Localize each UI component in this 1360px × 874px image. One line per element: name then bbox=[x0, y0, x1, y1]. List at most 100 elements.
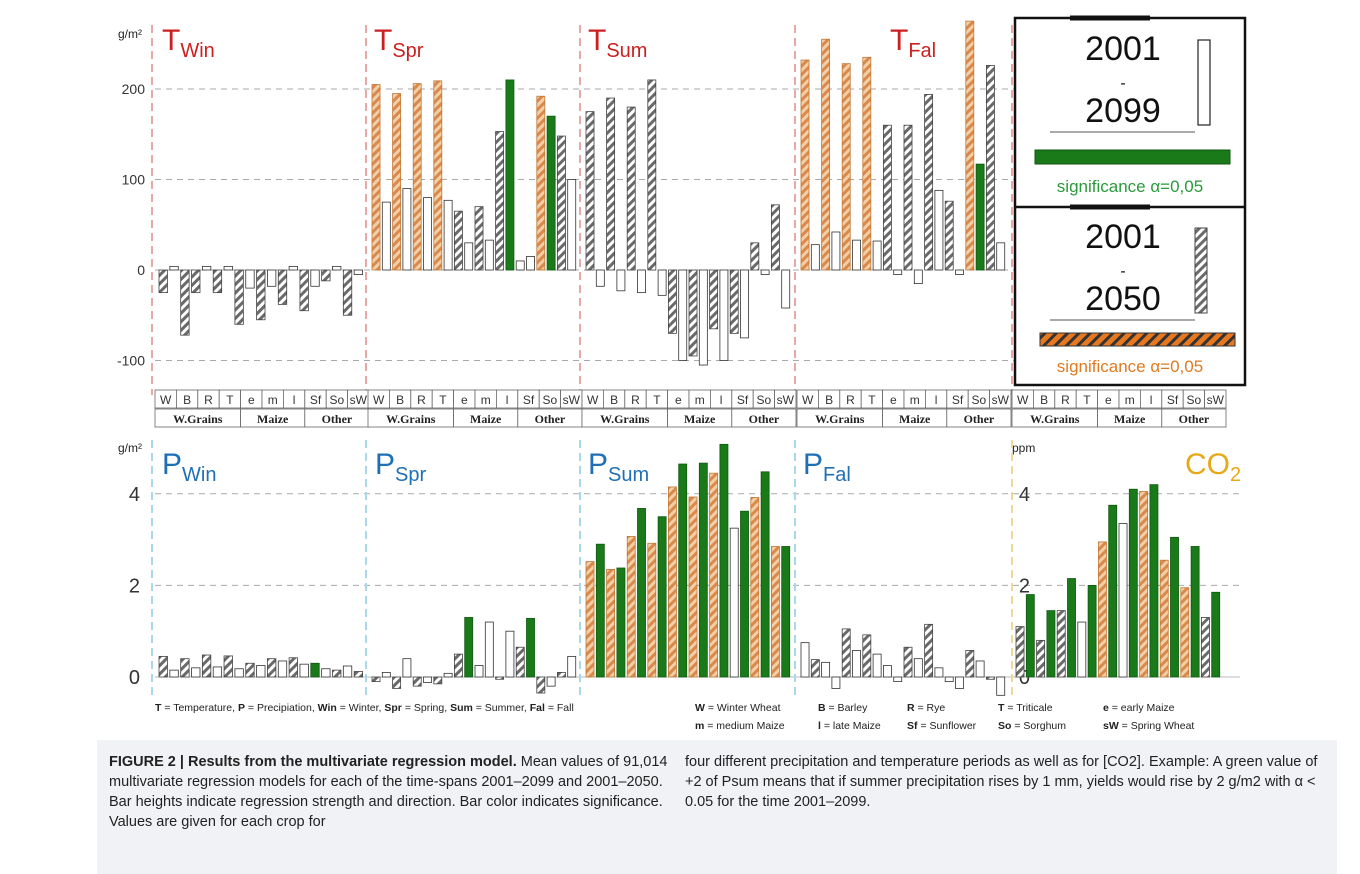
bottom-bar bbox=[453, 653, 463, 678]
top-bar bbox=[903, 124, 913, 271]
top-bar bbox=[841, 63, 851, 271]
top-bar bbox=[771, 204, 780, 271]
bottom-y-tick: 2 bbox=[129, 575, 140, 597]
top-bar bbox=[688, 269, 698, 357]
group-label: W.Grains bbox=[386, 412, 436, 426]
crop-label: m bbox=[1125, 393, 1135, 407]
bottom-bar bbox=[719, 443, 729, 678]
top-bar bbox=[913, 269, 923, 284]
bottom-bar bbox=[944, 676, 954, 682]
bottom-bar bbox=[256, 665, 266, 678]
bottom-bar bbox=[668, 486, 677, 678]
legend2-dash: - bbox=[1120, 263, 1125, 280]
bottom-bar bbox=[267, 658, 277, 678]
bottom-panel-label: CO2 bbox=[1185, 448, 1241, 486]
bottom-bar bbox=[402, 658, 412, 678]
bottom-bar bbox=[234, 668, 244, 678]
top-bar bbox=[546, 115, 556, 271]
crop-label: e bbox=[1105, 393, 1112, 407]
crop-label: sW bbox=[992, 393, 1010, 407]
group-label: Other bbox=[749, 412, 780, 426]
abbrev-crop: W = Winter Wheat bbox=[695, 702, 781, 714]
bottom-bar bbox=[1201, 617, 1210, 678]
group-cell bbox=[946, 408, 1012, 428]
group-label: Other bbox=[535, 412, 566, 426]
bottom-bar bbox=[245, 662, 255, 678]
bottom-bar bbox=[781, 546, 791, 678]
abbrev-crop: R = Rye bbox=[907, 702, 945, 714]
bottom-bar bbox=[371, 676, 381, 682]
crop-cell bbox=[989, 389, 1012, 409]
bottom-bar bbox=[883, 665, 892, 678]
bottom-bar bbox=[332, 669, 342, 678]
bottom-bar bbox=[657, 516, 667, 678]
bottom-bar bbox=[903, 646, 913, 678]
top-bar bbox=[557, 135, 566, 271]
top-bar bbox=[412, 83, 422, 271]
bottom-bar bbox=[201, 654, 212, 678]
bottom-bar bbox=[557, 672, 566, 678]
crop-label: B bbox=[183, 393, 191, 407]
group-label: Other bbox=[322, 412, 353, 426]
top-bar bbox=[955, 269, 964, 275]
crop-label: Sf bbox=[523, 393, 535, 407]
group-label: Other bbox=[964, 412, 995, 426]
crop-label: e bbox=[890, 393, 897, 407]
bottom-bar bbox=[381, 672, 391, 678]
legend2-orange-swatch bbox=[1039, 332, 1236, 347]
crop-cell bbox=[774, 389, 797, 409]
top-bar bbox=[862, 56, 872, 271]
bottom-bar bbox=[515, 646, 525, 678]
legend2-significance: significance α=0,05 bbox=[1057, 357, 1203, 376]
bottom-bar bbox=[474, 665, 484, 678]
legend1-year-start: 2001 bbox=[1085, 30, 1161, 68]
top-y-tick: -100 bbox=[117, 353, 145, 369]
bottom-bar bbox=[1036, 639, 1046, 678]
top-bar bbox=[760, 269, 770, 275]
bottom-bar bbox=[158, 655, 168, 678]
bottom-bar bbox=[1108, 504, 1118, 678]
top-bar bbox=[381, 201, 391, 271]
crop-label: W bbox=[373, 393, 385, 407]
top-bar bbox=[996, 242, 1006, 271]
top-bar bbox=[201, 265, 212, 271]
legend1-green-swatch bbox=[1034, 149, 1231, 165]
crop-label: l bbox=[1150, 393, 1153, 407]
top-bar bbox=[698, 269, 708, 366]
bottom-bar bbox=[1128, 488, 1138, 678]
bottom-bar bbox=[169, 669, 179, 678]
crop-label: m bbox=[268, 393, 278, 407]
crop-label: m bbox=[910, 393, 920, 407]
legend1-significance: significance α=0,05 bbox=[1057, 177, 1203, 196]
top-bar bbox=[223, 265, 233, 271]
top-bar bbox=[234, 269, 244, 325]
legend2-year-end: 2050 bbox=[1085, 280, 1161, 318]
top-bar bbox=[402, 188, 412, 271]
bottom-bar bbox=[821, 661, 831, 678]
crop-label: T bbox=[653, 393, 661, 407]
crop-label: So bbox=[757, 393, 772, 407]
abbrev-crop: So = Sorghum bbox=[998, 720, 1066, 732]
crop-label: sW bbox=[350, 393, 368, 407]
bottom-bar bbox=[616, 567, 626, 678]
top-bar bbox=[453, 210, 463, 271]
crop-label: Sf bbox=[737, 393, 749, 407]
group-label: W.Grains bbox=[815, 412, 865, 426]
crop-label: m bbox=[481, 393, 491, 407]
top-bar bbox=[536, 95, 546, 271]
bottom-bar bbox=[484, 621, 494, 678]
crop-label: Sf bbox=[310, 393, 322, 407]
top-bar bbox=[299, 269, 309, 312]
bottom-bar bbox=[299, 663, 309, 678]
bottom-bar bbox=[1077, 621, 1087, 678]
crop-label: Sf bbox=[1167, 393, 1179, 407]
crop-label: So bbox=[330, 393, 345, 407]
crop-label: l bbox=[720, 393, 723, 407]
bottom-bar bbox=[647, 542, 657, 678]
bottom-bar bbox=[831, 676, 841, 689]
top-panel-label: TFal bbox=[890, 24, 936, 62]
top-bar bbox=[277, 269, 288, 305]
crop-label: sW bbox=[563, 393, 581, 407]
top-bar bbox=[526, 256, 535, 271]
bottom-bar bbox=[1139, 491, 1149, 678]
